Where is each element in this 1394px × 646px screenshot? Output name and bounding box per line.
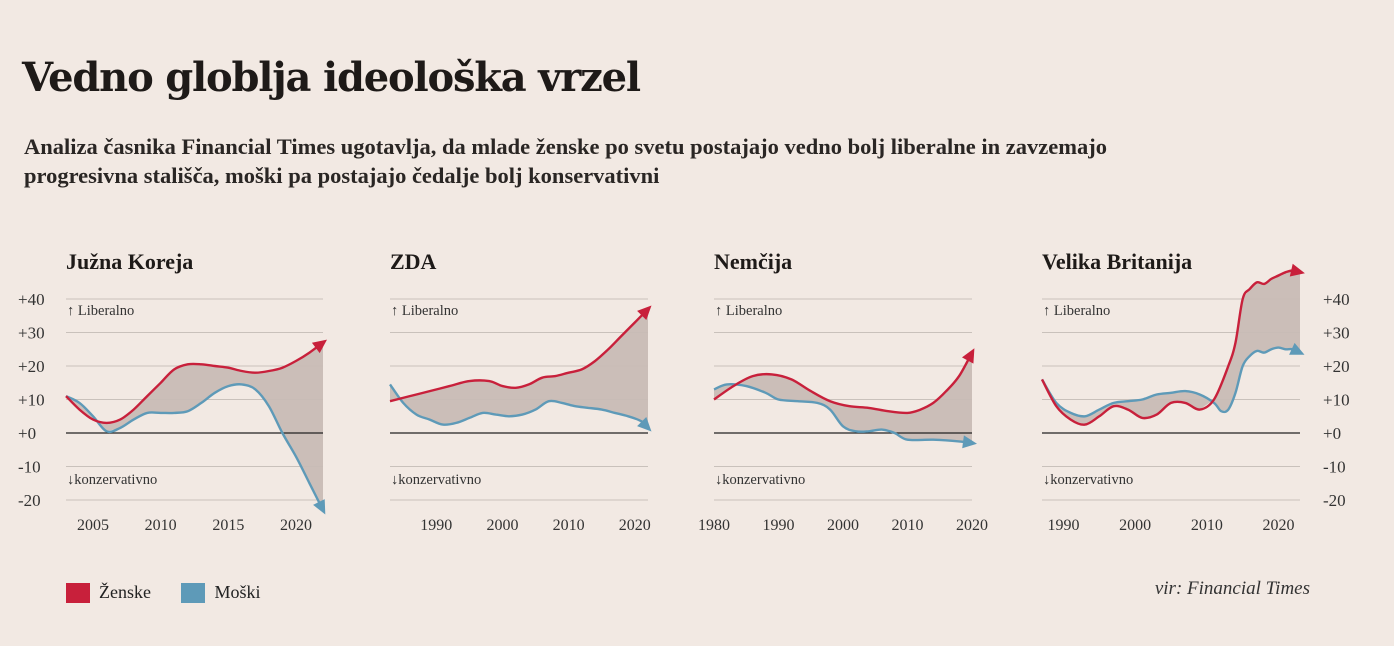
conservative-label: ↓konzervativno — [391, 472, 481, 488]
y-tick-label: +10 — [18, 391, 45, 410]
conservative-label: ↓konzervativno — [715, 472, 805, 488]
x-tick-label: 1990 — [1048, 517, 1080, 534]
chart-panel-3: Nemčija ↑ Liberalno ↓konzervativno 1980 1990… — [698, 249, 988, 534]
series-line-women — [389, 308, 649, 403]
conservative-label: ↓konzervativno — [1043, 472, 1133, 488]
series-arrow-women — [637, 305, 652, 320]
x-tick-label: 2005 — [77, 517, 109, 534]
y-tick-label: +20 — [18, 357, 45, 376]
gap-area — [66, 342, 323, 511]
x-tick-label: 2000 — [486, 517, 518, 534]
series-line-women — [1040, 269, 1301, 426]
series-line-women — [65, 341, 324, 425]
series-arrow-women — [311, 339, 327, 354]
conservative-label: ↓konzervativno — [67, 472, 157, 488]
series-line-men — [389, 383, 649, 429]
liberal-label: ↑ Liberalno — [1043, 303, 1110, 319]
series-arrow-men — [637, 417, 652, 432]
y-tick-label: +30 — [1323, 324, 1350, 343]
y-tick-label: +20 — [1323, 357, 1350, 376]
x-tick-label: 2010 — [1191, 517, 1223, 534]
y-tick-label: +40 — [1323, 290, 1350, 309]
x-tick-label: 2020 — [956, 517, 988, 534]
chart-title: Vedno globlja ideološka vrzel — [22, 54, 641, 101]
x-tick-label: 2010 — [553, 517, 585, 534]
legend: Ženske Moški — [66, 582, 287, 608]
legend-swatch-women — [66, 582, 90, 603]
y-tick-label: +0 — [18, 424, 36, 443]
x-tick-label: 2020 — [619, 517, 651, 534]
x-tick-label: 1990 — [763, 517, 795, 534]
y-tick-label: -10 — [18, 458, 41, 477]
y-tick-label: +40 — [18, 290, 45, 309]
panel-title: Južna Koreja — [66, 249, 193, 274]
x-tick-label: 2000 — [1119, 517, 1151, 534]
panel-title: Nemčija — [714, 249, 792, 274]
source-note: vir: Financial Times — [1154, 578, 1310, 599]
legend-item-women: Ženske — [66, 582, 151, 603]
x-tick-label: 2010 — [145, 517, 177, 534]
series-arrow-men — [313, 499, 326, 515]
series-line-men — [713, 383, 973, 445]
chart-panel-1: Južna Koreja ↑ Liberalno ↓konzervativno 200… — [18, 249, 327, 534]
gap-area — [714, 352, 972, 444]
legend-label-men: Moški — [214, 582, 261, 602]
gap-area — [390, 309, 648, 428]
legend-swatch-men — [181, 582, 206, 603]
series-arrow-women — [1289, 263, 1305, 277]
y-tick-label: -20 — [1323, 491, 1346, 510]
liberal-label: ↑ Liberalno — [391, 303, 458, 319]
y-tick-label: +10 — [1323, 391, 1350, 410]
series-line-men — [1040, 346, 1301, 418]
series-line-men — [65, 383, 325, 511]
series-arrow-men — [1289, 342, 1305, 355]
x-tick-label: 2015 — [212, 517, 244, 534]
legend-item-men: Moški — [181, 582, 261, 603]
x-tick-label: 2010 — [892, 517, 924, 534]
series-line-women — [713, 352, 974, 415]
panel-title: ZDA — [390, 249, 437, 274]
panel-title: Velika Britanija — [1042, 249, 1192, 274]
liberal-label: ↑ Liberalno — [715, 303, 782, 319]
chart-panel-4: Velika Britanija ↑ Liberalno ↓konzervativn… — [1040, 249, 1350, 534]
y-tick-label: -10 — [1323, 458, 1346, 477]
chart-subtitle: Analiza časnika Financial Times ugotavlj… — [24, 134, 1107, 188]
gap-area — [1042, 270, 1300, 425]
chart-panel-2: ZDA ↑ Liberalno ↓konzervativno 1990 2000 2010… — [389, 249, 652, 534]
y-tick-label: -20 — [18, 491, 41, 510]
y-tick-label: +30 — [18, 324, 45, 343]
x-tick-label: 2000 — [827, 517, 859, 534]
x-tick-label: 1990 — [420, 517, 452, 534]
legend-label-women: Ženske — [99, 582, 151, 602]
y-tick-label: +0 — [1323, 424, 1341, 443]
series-arrow-women — [962, 348, 975, 364]
liberal-label: ↑ Liberalno — [67, 303, 134, 319]
x-tick-label: 2020 — [1263, 517, 1295, 534]
series-arrow-men — [962, 435, 977, 449]
x-tick-label: 2020 — [280, 517, 312, 534]
x-tick-label: 1980 — [698, 517, 730, 534]
